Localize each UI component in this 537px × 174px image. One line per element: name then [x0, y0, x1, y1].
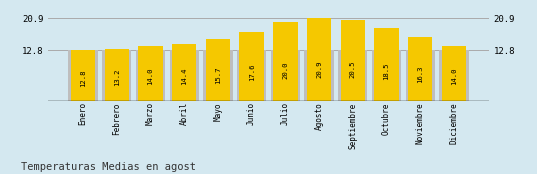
Bar [307, 18, 331, 101]
Bar [172, 44, 197, 101]
Text: 20.9: 20.9 [316, 60, 322, 78]
Text: 15.7: 15.7 [215, 66, 221, 84]
Bar [271, 50, 300, 101]
Bar [439, 50, 469, 101]
Bar [105, 49, 129, 101]
Text: 20.5: 20.5 [350, 61, 356, 78]
Bar [102, 50, 132, 101]
Bar [71, 50, 95, 101]
Bar [237, 50, 266, 101]
Bar [405, 50, 435, 101]
Bar [338, 50, 367, 101]
Bar [374, 28, 398, 101]
Text: 17.6: 17.6 [249, 64, 255, 81]
Bar [203, 50, 233, 101]
Text: 20.0: 20.0 [282, 61, 288, 79]
Bar [136, 50, 165, 101]
Bar [170, 50, 199, 101]
Bar [442, 46, 466, 101]
Bar [340, 20, 365, 101]
Bar [372, 50, 401, 101]
Text: 14.0: 14.0 [148, 68, 154, 85]
Bar [139, 46, 163, 101]
Bar [68, 50, 98, 101]
Bar [240, 31, 264, 101]
Bar [273, 22, 297, 101]
Text: Temperaturas Medias en agost: Temperaturas Medias en agost [21, 162, 197, 172]
Text: 16.3: 16.3 [417, 65, 423, 83]
Text: 12.8: 12.8 [80, 69, 86, 87]
Text: 14.4: 14.4 [181, 68, 187, 85]
Text: 14.0: 14.0 [451, 68, 457, 85]
Bar [408, 37, 432, 101]
Text: 18.5: 18.5 [383, 63, 389, 81]
Text: 13.2: 13.2 [114, 69, 120, 86]
Bar [304, 50, 334, 101]
Bar [206, 39, 230, 101]
